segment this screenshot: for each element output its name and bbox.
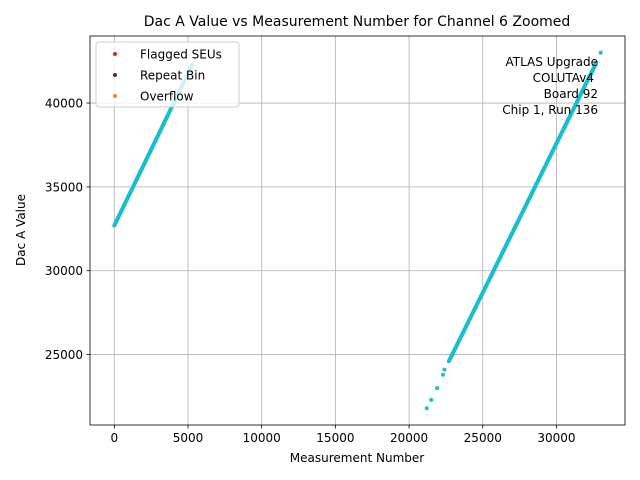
legend-label-overflow: Overflow <box>140 90 194 104</box>
data-point <box>594 60 599 65</box>
annotation-line-1: ATLAS Upgrade <box>505 55 598 69</box>
y-axis-label: Dac A Value <box>14 194 28 266</box>
legend-label-flagged-seus: Flagged SEUs <box>140 48 222 62</box>
axis-ticks: 0 5000 10000 15000 20000 25000 30000 25000 30000… <box>45 97 576 445</box>
x-tick-label: 5000 <box>173 431 204 445</box>
y-tick-label: 30000 <box>45 264 83 278</box>
data-point <box>598 50 603 55</box>
data-point <box>435 386 440 391</box>
data-point <box>440 372 445 377</box>
x-tick-label: 15000 <box>316 431 354 445</box>
annotation-line-3: Board 92 <box>544 87 598 101</box>
annotation-line-4: Chip 1, Run 136 <box>502 103 598 117</box>
legend-label-repeat-bin: Repeat Bin <box>140 69 205 83</box>
data-point <box>429 397 434 402</box>
x-tick-label: 10000 <box>243 431 281 445</box>
data-point <box>424 406 429 411</box>
legend-marker-flagged-seus <box>113 52 117 56</box>
x-tick-label: 25000 <box>464 431 502 445</box>
x-tick-label: 0 <box>110 431 118 445</box>
x-axis-label: Measurement Number <box>290 451 424 465</box>
plot-frame <box>89 35 626 426</box>
chart-title: Dac A Value vs Measurement Number for Ch… <box>144 14 571 30</box>
legend-marker-repeat-bin <box>113 73 117 77</box>
x-tick-label: 30000 <box>537 431 575 445</box>
x-tick-label: 20000 <box>390 431 428 445</box>
legend-box <box>95 41 240 108</box>
legend-marker-overflow <box>113 94 117 98</box>
annotation-line-2: COLUTAv4 <box>533 71 594 85</box>
y-tick-label: 25000 <box>45 348 83 362</box>
y-tick-label: 35000 <box>45 180 83 194</box>
data-point <box>442 367 447 372</box>
y-tick-label: 40000 <box>45 97 83 111</box>
legend: Flagged SEUs Repeat Bin Overflow <box>95 41 240 108</box>
annotation: ATLAS Upgrade COLUTAv4 Board 92 Chip 1, … <box>502 55 598 117</box>
